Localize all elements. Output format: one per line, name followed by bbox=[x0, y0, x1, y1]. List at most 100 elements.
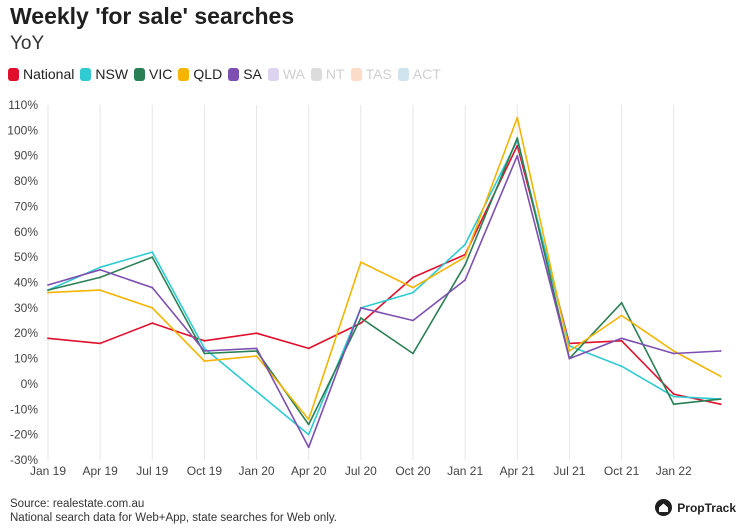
data-point-national bbox=[99, 342, 102, 345]
data-point-sa bbox=[672, 352, 675, 355]
x-tick-label: Jan 21 bbox=[447, 464, 483, 478]
data-point-national bbox=[672, 393, 675, 395]
y-tick-label: 50% bbox=[14, 250, 38, 264]
legend-label: ACT bbox=[412, 66, 441, 82]
x-tick-label: Jul 21 bbox=[553, 464, 585, 478]
data-point-nsw bbox=[255, 390, 258, 393]
legend-item-national[interactable]: National bbox=[8, 66, 74, 82]
data-point-vic bbox=[719, 398, 722, 401]
x-tick-label: Oct 19 bbox=[187, 464, 223, 478]
data-point-sa bbox=[516, 154, 519, 157]
data-point-qld bbox=[151, 306, 154, 309]
y-tick-label: 80% bbox=[14, 174, 38, 188]
legend-swatch bbox=[228, 67, 240, 81]
data-point-sa bbox=[464, 279, 467, 281]
data-point-qld bbox=[568, 350, 571, 352]
data-point-sa bbox=[47, 284, 49, 286]
y-tick-label: 70% bbox=[14, 199, 38, 213]
data-point-national bbox=[359, 322, 362, 324]
data-point-vic bbox=[672, 403, 675, 406]
series-line-vic bbox=[47, 137, 721, 426]
data-point-nsw bbox=[620, 365, 623, 368]
data-point-qld bbox=[255, 355, 258, 357]
data-point-sa bbox=[620, 337, 623, 340]
data-point-national bbox=[620, 339, 623, 342]
legend-label: WA bbox=[282, 66, 305, 82]
legend-item-sa[interactable]: SA bbox=[228, 66, 262, 82]
legend-swatch bbox=[134, 67, 146, 81]
series-line-sa bbox=[47, 154, 721, 449]
data-point-sa bbox=[203, 350, 206, 352]
data-point-sa bbox=[412, 319, 414, 322]
x-tick-label: Jul 19 bbox=[136, 464, 168, 478]
legend-item-nt[interactable]: NT bbox=[310, 66, 345, 82]
y-tick-label: -10% bbox=[10, 402, 38, 416]
data-point-sa bbox=[307, 446, 310, 449]
data-point-qld bbox=[719, 375, 722, 378]
x-tick-label: Jan 22 bbox=[656, 464, 692, 478]
x-tick-label: Jul 20 bbox=[345, 464, 377, 478]
legend-item-tas[interactable]: TAS bbox=[350, 66, 392, 82]
chart-title: Weekly 'for sale' searches bbox=[10, 3, 295, 29]
data-point-nsw bbox=[99, 266, 102, 269]
data-point-national bbox=[307, 347, 310, 350]
x-tick-label: Apr 20 bbox=[291, 464, 327, 478]
data-point-qld bbox=[203, 360, 206, 363]
chart-subtitle: YoY bbox=[10, 33, 45, 54]
x-tick-label: Oct 21 bbox=[604, 464, 640, 478]
data-point-national bbox=[151, 322, 154, 324]
data-point-qld bbox=[516, 116, 519, 119]
legend-swatch bbox=[350, 67, 362, 81]
data-point-national bbox=[719, 403, 722, 406]
legend-item-wa[interactable]: WA bbox=[267, 66, 305, 82]
data-point-vic bbox=[99, 276, 102, 279]
x-tick-label: Jan 19 bbox=[30, 464, 66, 478]
legend: National NSW VIC QLD SA WA NT TAS ACT bbox=[8, 66, 441, 82]
legend-swatch bbox=[267, 67, 279, 81]
legend-item-nsw[interactable]: NSW bbox=[80, 66, 128, 82]
legend-swatch bbox=[80, 67, 92, 81]
legend-label: TAS bbox=[365, 66, 392, 82]
data-point-vic bbox=[620, 301, 623, 304]
data-point-sa bbox=[359, 306, 362, 309]
data-point-vic bbox=[412, 352, 414, 355]
data-point-vic bbox=[359, 317, 362, 319]
data-point-sa bbox=[568, 357, 571, 360]
data-point-nsw bbox=[151, 251, 154, 253]
legend-label: QLD bbox=[193, 66, 223, 82]
data-point-national bbox=[255, 332, 258, 335]
legend-swatch bbox=[397, 67, 409, 81]
data-point-vic bbox=[47, 289, 49, 292]
data-point-qld bbox=[412, 286, 414, 289]
data-point-vic bbox=[464, 263, 467, 266]
legend-item-act[interactable]: ACT bbox=[397, 66, 441, 82]
legend-item-qld[interactable]: QLD bbox=[178, 66, 222, 82]
data-point-qld bbox=[464, 256, 467, 259]
legend-item-vic[interactable]: VIC bbox=[134, 66, 172, 82]
brand-logo: PropTrack bbox=[655, 499, 736, 516]
y-tick-label: 30% bbox=[14, 301, 38, 315]
legend-label: NSW bbox=[95, 66, 129, 82]
data-point-qld bbox=[620, 314, 623, 317]
y-tick-label: 100% bbox=[7, 123, 38, 137]
legend-label: SA bbox=[243, 66, 262, 82]
legend-swatch bbox=[178, 67, 190, 81]
data-point-qld bbox=[307, 418, 310, 421]
series-line-nsw bbox=[47, 139, 721, 436]
y-tick-label: -30% bbox=[10, 453, 38, 467]
chart-footer: Source: realestate.com.au National searc… bbox=[10, 497, 337, 525]
y-tick-label: 10% bbox=[14, 352, 38, 366]
y-tick-label: 90% bbox=[14, 149, 38, 163]
data-point-vic bbox=[307, 423, 310, 426]
data-point-nsw bbox=[203, 347, 206, 350]
data-point-qld bbox=[672, 350, 675, 352]
x-tick-label: Apr 19 bbox=[82, 464, 118, 478]
source-note: Source: realestate.com.au bbox=[10, 498, 145, 510]
data-point-nsw bbox=[412, 291, 414, 294]
data-point-nsw bbox=[307, 433, 310, 436]
series-line-qld bbox=[47, 116, 721, 421]
data-point-sa bbox=[151, 286, 154, 289]
legend-swatch bbox=[310, 67, 322, 81]
x-tick-label: Jan 20 bbox=[239, 464, 275, 478]
y-tick-label: 20% bbox=[14, 326, 38, 340]
